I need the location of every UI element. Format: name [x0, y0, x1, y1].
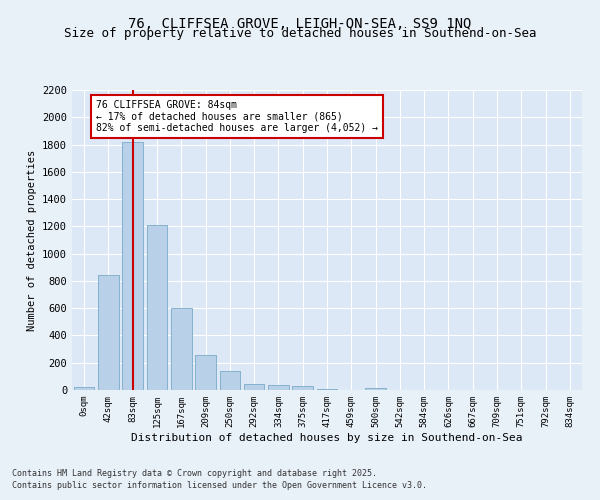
Bar — [268, 385, 289, 390]
Bar — [195, 355, 216, 390]
Bar — [244, 384, 265, 390]
Text: Contains HM Land Registry data © Crown copyright and database right 2025.: Contains HM Land Registry data © Crown c… — [12, 468, 377, 477]
Bar — [171, 308, 191, 390]
Y-axis label: Number of detached properties: Number of detached properties — [26, 150, 37, 330]
Bar — [292, 386, 313, 390]
Bar — [146, 225, 167, 390]
Text: Size of property relative to detached houses in Southend-on-Sea: Size of property relative to detached ho… — [64, 28, 536, 40]
Text: Contains public sector information licensed under the Open Government Licence v3: Contains public sector information licen… — [12, 481, 427, 490]
Bar — [220, 371, 240, 390]
Text: 76 CLIFFSEA GROVE: 84sqm
← 17% of detached houses are smaller (865)
82% of semi-: 76 CLIFFSEA GROVE: 84sqm ← 17% of detach… — [96, 100, 378, 132]
Bar — [98, 276, 119, 390]
Bar — [122, 142, 143, 390]
Bar — [365, 388, 386, 390]
Bar — [317, 388, 337, 390]
Text: 76, CLIFFSEA GROVE, LEIGH-ON-SEA, SS9 1NQ: 76, CLIFFSEA GROVE, LEIGH-ON-SEA, SS9 1N… — [128, 18, 472, 32]
X-axis label: Distribution of detached houses by size in Southend-on-Sea: Distribution of detached houses by size … — [131, 432, 523, 442]
Bar — [74, 388, 94, 390]
